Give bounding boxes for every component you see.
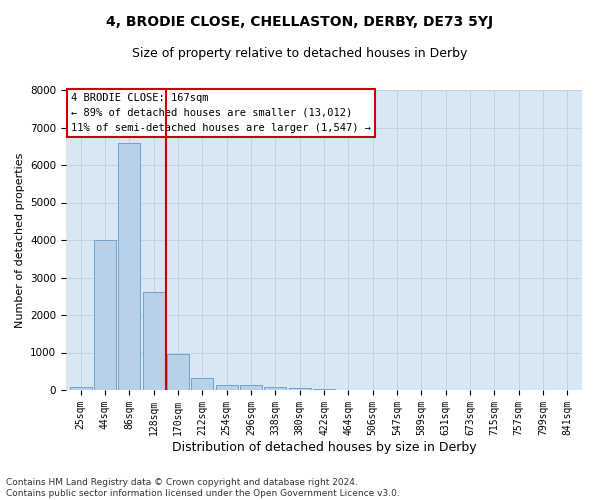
Bar <box>118 142 140 390</box>
Bar <box>240 386 262 390</box>
Bar <box>265 387 286 390</box>
Text: 4 BRODIE CLOSE: 167sqm
← 89% of detached houses are smaller (13,012)
11% of semi: 4 BRODIE CLOSE: 167sqm ← 89% of detached… <box>71 93 371 132</box>
X-axis label: Distribution of detached houses by size in Derby: Distribution of detached houses by size … <box>172 440 476 454</box>
Text: 4, BRODIE CLOSE, CHELLASTON, DERBY, DE73 5YJ: 4, BRODIE CLOSE, CHELLASTON, DERBY, DE73… <box>106 15 494 29</box>
Text: Contains HM Land Registry data © Crown copyright and database right 2024.
Contai: Contains HM Land Registry data © Crown c… <box>6 478 400 498</box>
Bar <box>313 388 335 390</box>
Y-axis label: Number of detached properties: Number of detached properties <box>14 152 25 328</box>
Bar <box>289 388 311 390</box>
Bar <box>191 378 213 390</box>
Text: Size of property relative to detached houses in Derby: Size of property relative to detached ho… <box>133 48 467 60</box>
Bar <box>215 385 238 390</box>
Bar <box>70 387 92 390</box>
Bar <box>94 240 116 390</box>
Bar <box>143 292 164 390</box>
Bar <box>167 354 189 390</box>
